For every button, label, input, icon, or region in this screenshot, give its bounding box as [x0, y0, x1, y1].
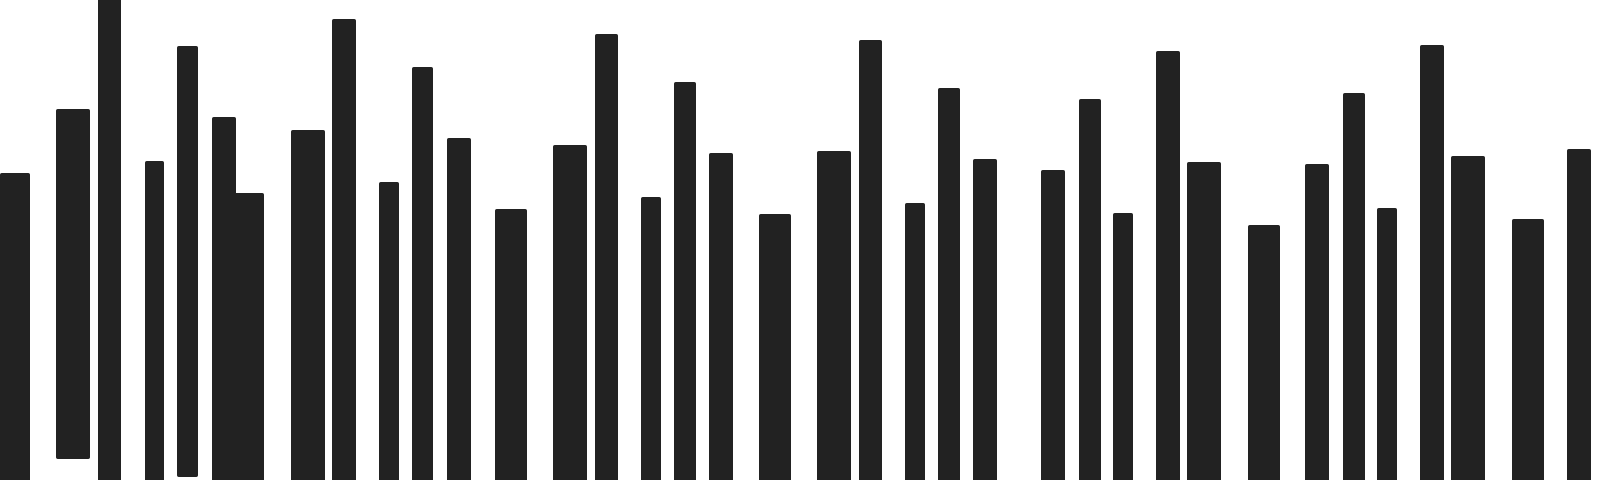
vertical-bar — [817, 151, 851, 480]
vertical-bar — [973, 159, 997, 480]
vertical-bar — [1156, 51, 1180, 480]
vertical-bar — [1343, 93, 1365, 480]
vertical-bar — [709, 153, 733, 480]
vertical-bar — [0, 173, 30, 480]
vertical-bar — [905, 203, 925, 480]
vertical-bar — [938, 88, 960, 480]
vertical-bar — [412, 67, 433, 480]
vertical-bar — [379, 182, 399, 480]
vertical-bar — [595, 34, 618, 480]
vertical-bar — [1420, 45, 1444, 480]
vertical-bar — [1305, 164, 1329, 480]
vertical-bar — [177, 46, 198, 477]
vertical-bar — [759, 214, 791, 480]
vertical-bar — [553, 145, 587, 480]
vertical-bar — [98, 0, 121, 480]
vertical-bar — [1187, 162, 1221, 480]
vertical-bar — [233, 193, 264, 480]
vertical-bar — [1451, 156, 1485, 480]
vertical-bar — [145, 161, 164, 480]
vertical-bar — [641, 197, 661, 480]
vertical-bar — [859, 40, 882, 480]
vertical-bar — [1512, 219, 1544, 480]
vertical-bar — [1079, 99, 1101, 480]
vertical-bar — [674, 82, 696, 480]
vertical-bar — [56, 109, 90, 459]
vertical-bar — [212, 117, 236, 480]
vertical-bar — [495, 209, 527, 480]
vertical-bar — [1567, 149, 1591, 480]
vertical-bar — [447, 138, 471, 480]
vertical-bar — [1377, 208, 1397, 480]
vertical-bar — [1041, 170, 1065, 480]
vertical-bar — [332, 19, 356, 480]
vertical-bar — [1113, 213, 1133, 480]
vertical-bar — [291, 130, 325, 480]
vertical-bar — [1248, 225, 1280, 480]
